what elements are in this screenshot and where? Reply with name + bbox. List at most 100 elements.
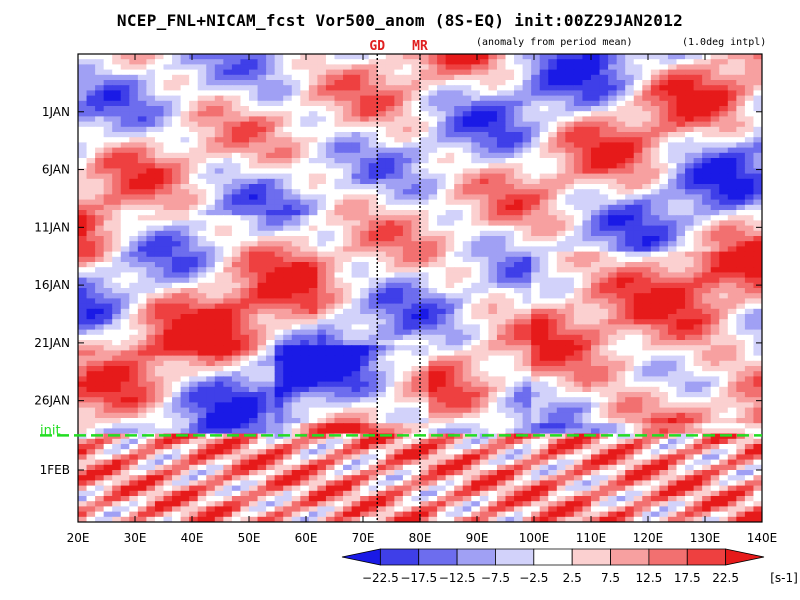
field-cell xyxy=(488,334,498,341)
field-cell xyxy=(736,111,746,117)
field-cell xyxy=(496,251,507,258)
field-cell xyxy=(744,69,755,76)
field-cell xyxy=(334,59,344,65)
field-cell xyxy=(291,230,301,237)
field-cell xyxy=(129,350,139,357)
field-cell xyxy=(206,340,216,346)
field-cell xyxy=(437,80,447,86)
field-cell xyxy=(642,334,652,341)
field-cell xyxy=(368,90,378,97)
field-cell xyxy=(437,236,447,242)
field-cell xyxy=(727,324,737,331)
field-cell xyxy=(377,340,387,346)
field-cell xyxy=(505,121,515,128)
field-cell xyxy=(522,59,532,65)
field-cell xyxy=(300,298,310,305)
field-cell xyxy=(744,204,755,211)
field-cell xyxy=(120,178,130,185)
field-cell xyxy=(300,69,310,76)
field-cell xyxy=(659,314,669,320)
field-cell xyxy=(719,178,729,185)
field-cell xyxy=(454,85,464,91)
field-cell xyxy=(360,298,370,305)
field-cell xyxy=(582,303,592,310)
field-cell xyxy=(702,189,712,195)
field-cell xyxy=(736,246,746,253)
field-cell xyxy=(582,173,592,180)
field-cell xyxy=(197,152,207,159)
field-cell xyxy=(206,334,216,341)
field-cell xyxy=(351,345,361,351)
field-cell xyxy=(223,246,233,253)
field-cell xyxy=(120,199,130,206)
field-cell xyxy=(437,132,447,138)
field-cell xyxy=(214,199,224,206)
field-cell xyxy=(334,293,344,299)
field-cell xyxy=(625,282,635,289)
field-cell xyxy=(599,334,609,341)
field-cell xyxy=(257,100,267,107)
field-cell xyxy=(368,173,378,180)
field-cell xyxy=(582,256,592,263)
field-cell xyxy=(420,350,430,357)
field-cell xyxy=(257,272,267,279)
field-cell xyxy=(180,132,190,138)
field-cell xyxy=(95,272,105,279)
field-cell xyxy=(137,350,147,357)
field-cell xyxy=(719,111,729,117)
field-cell xyxy=(214,64,224,71)
field-cell xyxy=(514,163,524,169)
field-cell xyxy=(753,184,762,190)
field-cell xyxy=(736,100,746,107)
field-cell xyxy=(317,95,327,102)
field-cell xyxy=(616,371,626,377)
field-cell xyxy=(266,59,276,65)
field-cell xyxy=(402,366,413,372)
field-cell xyxy=(548,308,558,315)
field-cell xyxy=(385,345,395,351)
field-cell xyxy=(445,230,455,237)
field-cell xyxy=(360,85,370,91)
field-cell xyxy=(206,189,216,195)
field-cell xyxy=(573,293,584,299)
field-cell xyxy=(437,277,447,284)
field-cell xyxy=(736,173,746,180)
field-cell xyxy=(479,142,489,149)
field-cell xyxy=(402,178,413,185)
field-cell xyxy=(437,371,447,377)
field-cell xyxy=(308,184,318,190)
field-cell xyxy=(565,168,575,175)
field-cell xyxy=(180,199,190,206)
field-cell xyxy=(385,360,395,367)
field-cell xyxy=(573,303,584,310)
field-cell xyxy=(325,298,336,305)
field-cell xyxy=(189,178,199,185)
field-cell xyxy=(591,267,601,273)
field-cell xyxy=(744,178,755,185)
field-cell xyxy=(283,236,293,242)
field-cell xyxy=(693,272,703,279)
field-cell xyxy=(206,256,216,263)
field-cell xyxy=(360,210,370,216)
field-cell xyxy=(206,64,216,71)
field-cell xyxy=(539,267,549,273)
field-cell xyxy=(300,59,310,65)
field-cell xyxy=(642,69,652,76)
field-cell xyxy=(667,163,678,169)
field-cell xyxy=(616,288,626,294)
field-cell xyxy=(231,142,242,149)
field-cell xyxy=(214,246,224,253)
field-cell xyxy=(360,132,370,138)
field-cell xyxy=(556,147,566,154)
field-cell xyxy=(428,319,438,325)
field-cell xyxy=(599,126,609,133)
field-cell xyxy=(454,334,464,341)
field-cell xyxy=(189,376,199,383)
field-cell xyxy=(214,158,224,164)
field-cell xyxy=(377,142,387,149)
field-cell xyxy=(274,59,284,65)
field-cell xyxy=(608,220,618,227)
field-cell xyxy=(736,345,746,351)
field-cell xyxy=(608,366,618,372)
field-cell xyxy=(172,308,182,315)
